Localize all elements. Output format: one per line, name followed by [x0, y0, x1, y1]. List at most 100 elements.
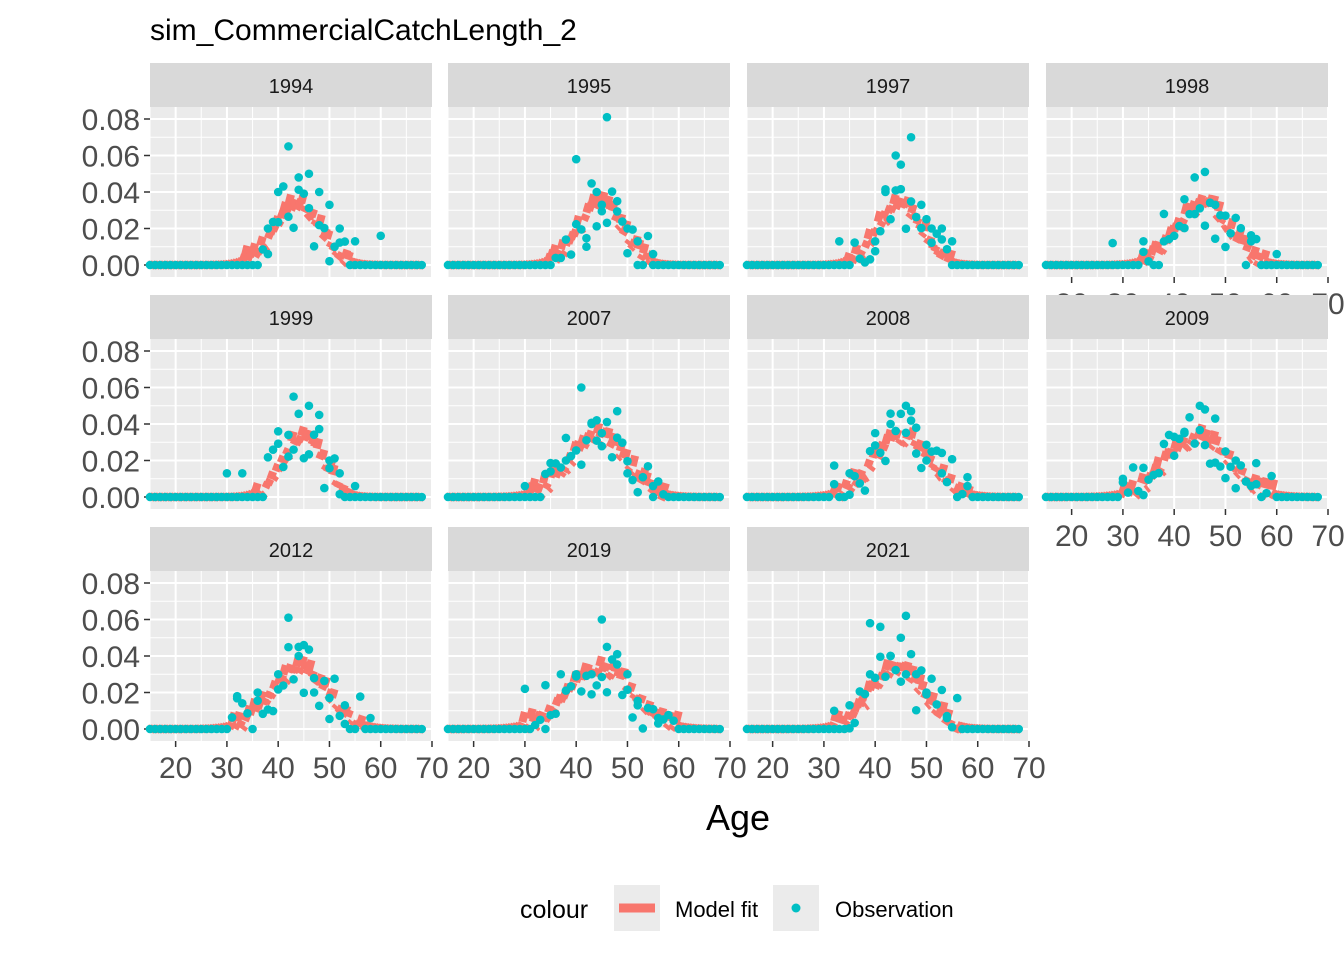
model-fit-segment [667, 723, 677, 732]
model-fit-segment [560, 249, 570, 258]
facet-strip-label: 1995 [567, 76, 612, 98]
observation-point [222, 724, 232, 734]
observation-point [258, 492, 268, 502]
observation-point [232, 691, 242, 701]
observation-point [607, 187, 617, 196]
model-fit-segment [356, 714, 367, 725]
model-fit-segment [840, 718, 851, 727]
observation-point [1226, 229, 1235, 238]
x-tick-label: 60 [961, 752, 994, 785]
chart-title: sim_CommercialCatchLength_2 [150, 14, 577, 47]
facet-strip [747, 527, 1029, 571]
model-fit-segment [549, 243, 560, 256]
model-fit-segment [848, 709, 859, 719]
facet-strip [448, 295, 730, 339]
model-fit-segment [1229, 464, 1240, 473]
model-fit-segment [518, 711, 529, 724]
model-fit-segment [641, 251, 652, 262]
model-fit-segment [1152, 456, 1163, 469]
observation-point [648, 481, 658, 491]
observation-point [901, 669, 911, 679]
observation-point [1014, 260, 1024, 270]
y-tick-label: 0.02 [82, 446, 140, 479]
facet-panel-2019: 2019 20 30 40 50 60 70 [443, 527, 747, 785]
model-fit-segment [848, 255, 859, 265]
observation-point [309, 430, 319, 440]
model-fit-segment [339, 259, 348, 268]
observation-point [860, 689, 870, 699]
x-tick-label: 70 [713, 752, 746, 785]
observation-point [299, 640, 309, 650]
observation-point [1139, 247, 1148, 257]
observation-point [566, 682, 576, 691]
observation-point [881, 672, 890, 682]
observation-point [582, 242, 591, 252]
observation-point [273, 217, 283, 227]
model-fit-segment [1126, 479, 1138, 491]
observation-point [587, 690, 596, 699]
x-tick-label: 70 [415, 752, 448, 785]
observation-point [577, 460, 586, 469]
observation-point [876, 652, 885, 662]
observation-point [602, 218, 612, 228]
model-fit-segment [323, 229, 334, 240]
facet-strip [747, 63, 1029, 107]
observation-point [1108, 238, 1117, 248]
observation-point [607, 452, 617, 462]
observation-point [309, 673, 319, 683]
observation-point [263, 249, 273, 259]
model-fit-segment [1188, 432, 1199, 442]
model-fit-segment [248, 242, 259, 254]
observation-point [1190, 439, 1199, 448]
observation-point [855, 479, 865, 488]
model-fit-segment [1188, 200, 1199, 211]
facet-strip [1046, 295, 1328, 339]
observation-point [922, 688, 931, 697]
observation-point [715, 260, 725, 270]
observation-point [906, 649, 916, 659]
observation-point [1169, 432, 1179, 442]
model-fit-segment [1260, 249, 1271, 261]
facet-strip-label: 2009 [1165, 308, 1210, 330]
x-tick-label: 40 [261, 752, 294, 785]
observation-point [623, 468, 632, 478]
observation-point [597, 672, 607, 682]
legend-title: colour [520, 896, 588, 924]
observation-point [1221, 211, 1230, 221]
model-fit-segment [300, 660, 311, 671]
observation-point [592, 436, 601, 445]
observation-point [1195, 203, 1205, 213]
observation-point [320, 483, 329, 493]
facet-strip-label: 2012 [269, 540, 314, 562]
observation-point [1139, 463, 1148, 473]
model-fit-segment [317, 448, 329, 460]
observation-point [320, 223, 329, 233]
model-fit-segment [874, 681, 884, 690]
model-fit-segment [312, 437, 324, 450]
observation-point [520, 481, 530, 491]
observation-point [942, 713, 952, 723]
y-tick-label: 0.02 [82, 678, 140, 711]
model-fit-segment [295, 434, 305, 444]
model-fit-segment [267, 691, 277, 700]
observation-point [891, 151, 900, 160]
facet-strip [448, 527, 730, 571]
model-fit-segment [338, 483, 349, 493]
observation-point [273, 439, 283, 448]
facet-strip [747, 295, 1029, 339]
observation-point [901, 224, 911, 233]
x-tick-label: 20 [756, 752, 789, 785]
x-tick-label: 60 [364, 752, 397, 785]
observation-point [952, 693, 962, 703]
model-fit-segment [231, 722, 241, 731]
model-fit-segment [945, 249, 956, 261]
model-fit-segment [900, 439, 909, 448]
observation-point [417, 724, 427, 734]
observation-point [561, 433, 571, 443]
x-tick-label: 30 [807, 752, 840, 785]
observation-point [845, 468, 854, 478]
y-tick-label: 0.06 [82, 141, 140, 174]
observation-point [633, 487, 643, 497]
observation-point [937, 235, 947, 244]
